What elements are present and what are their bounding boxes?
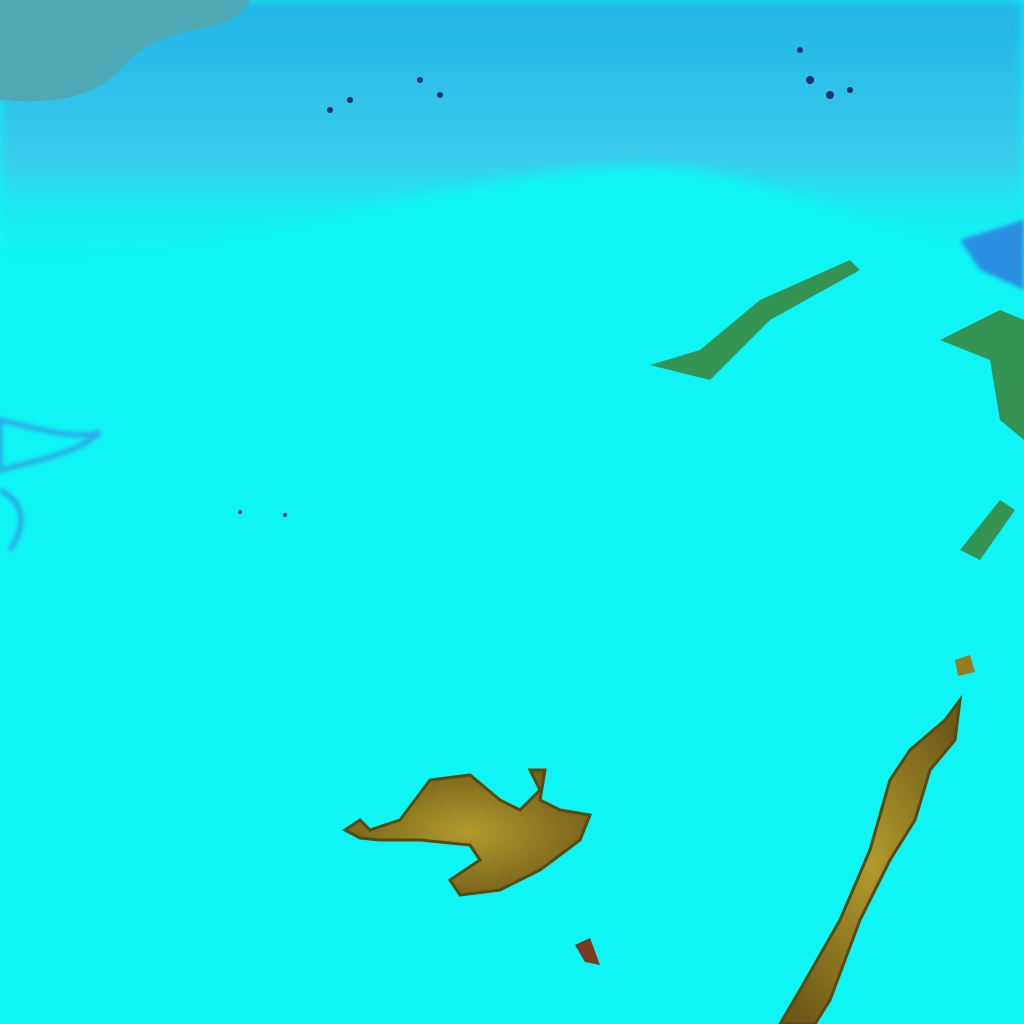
blue-streaks-left xyxy=(0,417,102,552)
green-ridges xyxy=(650,260,1024,560)
cloud-band xyxy=(0,0,1024,270)
blue-patch-right xyxy=(960,220,1024,290)
sea xyxy=(0,0,250,102)
dark-dots xyxy=(238,47,853,517)
land-masses xyxy=(342,655,975,1024)
